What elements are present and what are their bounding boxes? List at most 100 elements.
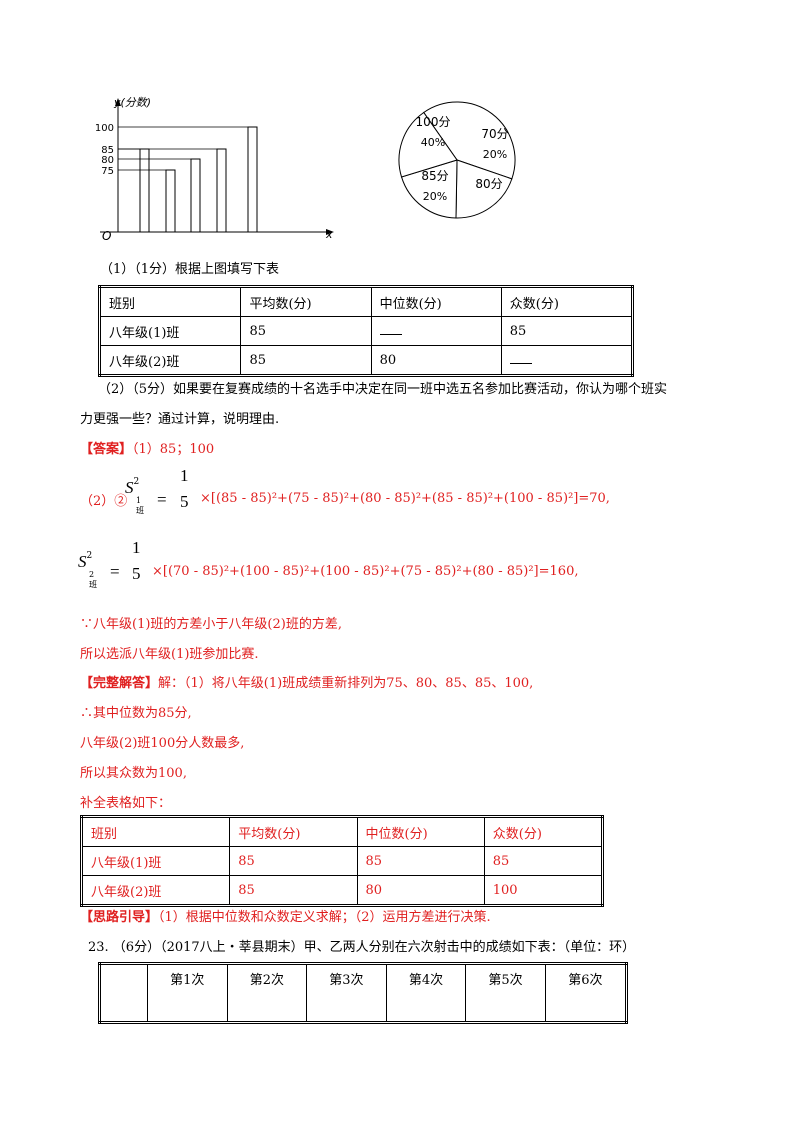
x-axis-label: x [325, 228, 333, 241]
slice-percent: 20% [483, 148, 507, 161]
table-cell: 八年级(1)班 [98, 316, 242, 346]
header-cell: 班别 [80, 816, 231, 847]
header-cell: 众数(分) [483, 816, 604, 847]
bar [216, 148, 227, 233]
table-cell: 85 [240, 345, 372, 376]
bars [139, 126, 258, 233]
table-row: 八年级(2)班 85 80 100 [80, 875, 604, 906]
table-cell: 八年级(2)班 [80, 875, 231, 906]
q2-line1: （2）（5分）如果要在复赛成绩的十名选手中决定在同一班中选五名参加比赛活动，你认… [98, 382, 668, 397]
table-cell: 八年级(1)班 [80, 846, 231, 876]
slice-label: 85分 [421, 169, 448, 183]
fraction-denominator: 5 [180, 492, 189, 511]
subscript: 1班 [136, 496, 144, 515]
solution-table: 班别 平均数(分) 中位数(分) 众数(分) 八年级(1)班 85 85 85 … [80, 815, 604, 907]
header-cell: 第5次 [465, 963, 546, 1023]
solution-tag: 【完整解答】 [80, 676, 159, 691]
guide-lines [118, 126, 257, 171]
y-tick-label: 85 [101, 145, 114, 156]
table-cell: 85 [500, 316, 634, 346]
solution-line5: 补全表格如下： [80, 796, 172, 811]
answer-blank [509, 353, 532, 364]
q1-table: 班别 平均数(分) 中位数(分) 众数(分) 八年级(1)班 85 85 八年级… [98, 285, 634, 377]
table-cell: 100 [483, 875, 604, 906]
slice-label: 100分 [416, 115, 451, 129]
y-tick-label: 100 [95, 123, 114, 134]
bar [139, 148, 150, 233]
pie-chart: 100分 40% 70分 20% 80分 85分 20% [398, 101, 516, 219]
blank-cell [370, 316, 502, 346]
slice-percent: 40% [421, 136, 445, 149]
q1-title: （1）（1分）根据上图填写下表 [100, 262, 280, 277]
header-cell: 中位数(分) [370, 286, 502, 317]
header-cell: 众数(分) [500, 286, 634, 317]
solution-line2: ∴其中位数为85分, [80, 706, 192, 721]
table-cell: 85 [356, 846, 485, 876]
fraction-numerator: 1 [132, 538, 141, 557]
slice-label: 70分 [481, 127, 508, 141]
slice-percent: 20% [423, 190, 447, 203]
guide-tag: 【思路引导】 [80, 910, 159, 925]
blank-cell [500, 345, 634, 376]
solution-line3: 八年级(2)班100分人数最多, [80, 736, 245, 751]
formula1-prefix: （2）② [80, 494, 128, 509]
header-cell: 平均数(分) [229, 816, 358, 847]
variance-symbol-2: S2 2班 [78, 550, 97, 589]
y-axis-label: y(分数) [113, 96, 151, 109]
table-cell: 80 [370, 345, 502, 376]
q23-title: 23. （6分）（2017八上・莘县期末）甲、乙两人分别在六次射击中的成绩如下表… [88, 940, 636, 955]
bar [165, 169, 176, 233]
answer-blank [379, 324, 402, 335]
pie-slice [455, 159, 513, 219]
formula2-expression: ×[(70 - 85)²+(100 - 85)²+(100 - 85)²+(75… [152, 564, 579, 579]
equals-sign: = [157, 490, 167, 509]
fraction-numerator: 1 [180, 466, 189, 485]
table-cell: 八年级(2)班 [98, 345, 242, 376]
equals-sign: = [110, 562, 120, 581]
table-header-row: 班别 平均数(分) 中位数(分) 众数(分) [80, 816, 604, 847]
header-cell: 第2次 [226, 963, 308, 1023]
solution-line4: 所以其众数为100, [80, 766, 187, 781]
table-cell: 80 [356, 875, 485, 906]
table-row: 八年级(1)班 85 85 [98, 316, 634, 346]
pie-slice [398, 111, 458, 178]
table-header-row: 第1次 第2次 第3次 第4次 第5次 第6次 [99, 963, 628, 1023]
guide-line: 【思路引导】（1）根据中位数和众数定义求解；（2）运用方差进行决策. [80, 906, 491, 925]
answer-tag: 【答案】 [80, 442, 133, 457]
solution-text: 解：（1）将八年级(1)班成绩重新排列为75、80、85、85、100, [158, 676, 534, 691]
header-cell: 第6次 [544, 963, 628, 1023]
table-row: 八年级(2)班 85 80 [98, 345, 634, 376]
q23-table: 第1次 第2次 第3次 第4次 第5次 第6次 [98, 962, 628, 1024]
header-cell: 平均数(分) [240, 286, 372, 317]
origin-label: O [102, 229, 111, 242]
q2-line2: 力更强一些？通过计算，说明理由. [80, 412, 280, 427]
header-cell: 第4次 [385, 963, 467, 1023]
solution-line1: 【完整解答】解：（1）将八年级(1)班成绩重新排列为75、80、85、85、10… [80, 672, 533, 691]
answer-line: 【答案】（1）85；100 [80, 438, 214, 457]
subscript: 2班 [89, 570, 97, 589]
pie-slice [423, 101, 516, 180]
variance-symbol-1: S2 1班 [125, 476, 144, 515]
table-cell: 85 [483, 846, 604, 876]
answer-text: （1）85；100 [132, 442, 215, 457]
slice-label: 80分 [475, 177, 502, 191]
table-cell: 85 [240, 316, 372, 346]
header-cell: 第3次 [306, 963, 387, 1023]
header-cell: 班别 [98, 286, 242, 317]
so-line: 所以选派八年级(1)班参加比赛. [80, 647, 259, 662]
table-header-row: 班别 平均数(分) 中位数(分) 众数(分) [98, 286, 634, 317]
header-cell: 中位数(分) [356, 816, 485, 847]
header-cell: 第1次 [147, 963, 228, 1023]
formula1-expression: ×[(85 - 85)²+(75 - 85)²+(80 - 85)²+(85 -… [200, 491, 610, 506]
fraction-denominator: 5 [132, 564, 141, 583]
pie-slice [400, 159, 458, 219]
y-tick-label: 75 [101, 166, 114, 177]
header-cell [99, 963, 148, 1023]
table-cell: 85 [229, 875, 358, 906]
table-cell: 85 [229, 846, 358, 876]
bar [247, 126, 258, 233]
y-tick-label: 80 [101, 155, 114, 166]
bar [190, 158, 201, 233]
